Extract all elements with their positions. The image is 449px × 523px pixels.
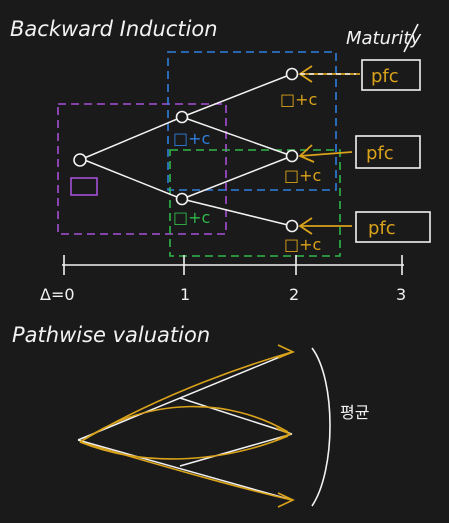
tick-label-2: 2 [289,285,299,304]
time-axis [62,255,404,275]
title-maturity: Maturity [346,28,421,49]
maturity-pointer-line [403,23,419,53]
node-t1-down [175,192,189,206]
purple-dashed-region [57,103,227,235]
maturity-payoff-down: pfc [368,218,396,239]
maturity-box-up [361,59,421,91]
node-t2-mid-value: □+c [284,166,321,185]
pathwise-gold-paths [79,344,296,508]
tick-label-1: 1 [180,285,190,304]
title-backward-induction: Backward Induction [10,17,218,41]
node-t2-down [285,219,299,233]
node-t2-mid [285,149,299,163]
pathwise-white-paths [77,351,293,501]
node-t0-value-box [70,177,98,196]
blue-dashed-region [167,51,337,191]
average-label: 평균 [340,403,369,422]
tick-label-0: Δ=0 [40,285,75,304]
averaging-brace [311,347,331,507]
node-t1-up-value: □+c [173,129,210,148]
tick-label-3: 3 [396,285,406,304]
maturity-box-mid [355,135,421,169]
node-t2-up-value: □+c [280,90,317,109]
node-t0 [73,153,87,167]
node-t1-down-value: □+c [173,208,210,227]
maturity-payoff-mid: pfc [366,143,394,164]
maturity-payoff-up: pfc [371,66,399,87]
maturity-box-down [355,211,431,243]
green-dashed-region [169,149,341,257]
node-t2-down-value: □+c [284,235,321,254]
title-pathwise-valuation: Pathwise valuation [12,323,210,347]
node-t1-up [175,110,189,124]
tree-edges [81,73,293,227]
node-t2-up [285,67,299,81]
